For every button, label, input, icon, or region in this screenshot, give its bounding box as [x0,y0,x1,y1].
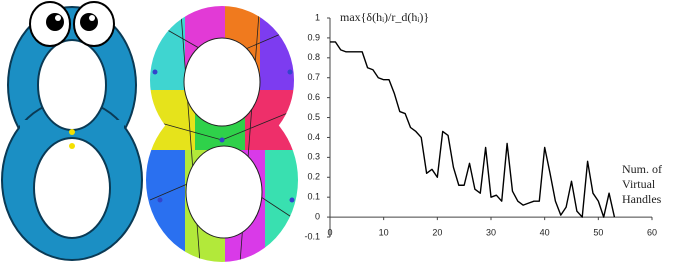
x-tick-label: 20 [432,227,442,237]
x-tick-label: 10 [379,227,389,237]
y-tick-label: -0.1 [304,231,320,241]
chart-title: max{δ(hᵢ)/r_d(hᵢ)} [340,10,429,24]
y-tick-label: 0.6 [307,92,320,102]
annotation: Num. of [622,162,662,176]
x-tick-label: 50 [593,227,603,237]
y-tick-label: 0.5 [307,112,320,122]
y-tick-label: 0.4 [307,132,320,142]
y-tick-label: 0.8 [307,52,320,62]
x-tick-label: 0 [327,227,332,237]
y-tick-label: 0.1 [307,192,320,202]
y-tick-label: 0.7 [307,72,320,82]
y-tick-label: 0.9 [307,32,320,42]
y-tick-label: 1 [315,12,320,22]
x-tick-label: 40 [540,227,550,237]
y-tick-label: 0.3 [307,152,320,162]
annotation: Handles [622,192,662,206]
annotation: Virtual [622,177,656,191]
x-tick-label: 30 [486,227,496,237]
data-line [330,41,616,218]
y-tick-label: 0.2 [307,172,320,182]
y-tick-label: 0 [315,211,320,221]
mesh-holes [152,37,295,239]
x-tick-label: 60 [647,227,657,237]
blue-eight-illustration [1,1,143,261]
